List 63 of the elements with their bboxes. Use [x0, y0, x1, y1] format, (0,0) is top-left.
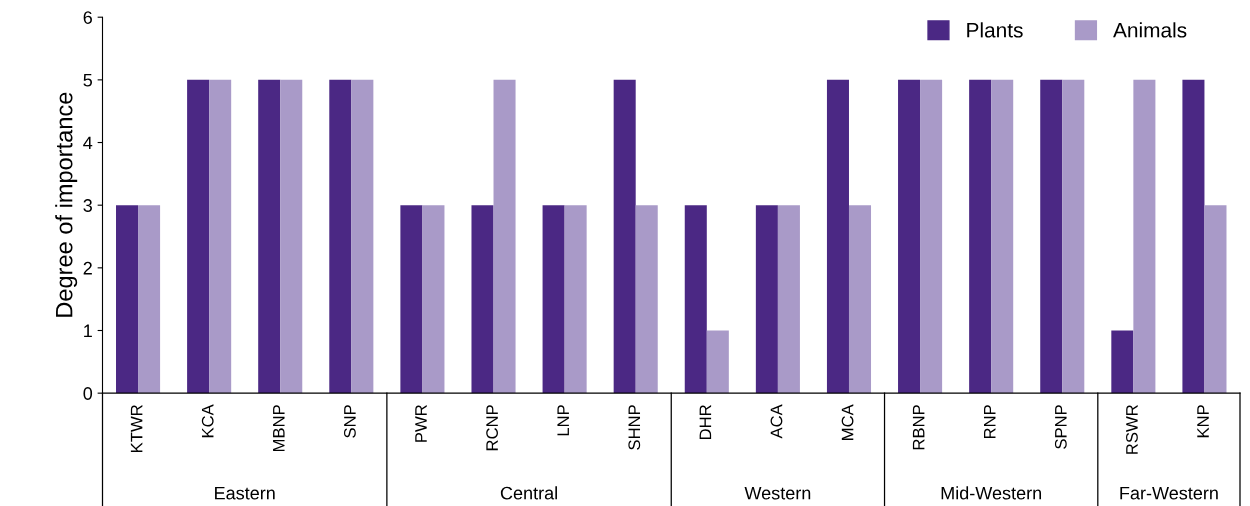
y-tick-label: 5 — [83, 73, 93, 87]
legend-label: Animals — [1113, 22, 1187, 38]
x-tick-label: RCNP — [486, 405, 498, 451]
y-tick-label: 3 — [83, 199, 92, 212]
bar — [280, 79, 303, 394]
bar — [258, 79, 281, 394]
legend-label: Plants — [967, 22, 1023, 38]
bar — [138, 205, 161, 394]
bar — [898, 79, 921, 394]
bar — [1040, 79, 1063, 394]
bar — [1062, 79, 1085, 394]
x-tick-label: DHR — [699, 405, 712, 440]
bar — [635, 205, 658, 394]
x-tick-label: RBNP — [912, 405, 925, 450]
bar — [1133, 79, 1156, 394]
bar — [969, 79, 992, 394]
bar — [564, 205, 587, 394]
text: Central — [500, 486, 557, 500]
bar — [422, 205, 445, 394]
text: Western — [744, 486, 811, 500]
bar — [471, 205, 494, 394]
bar — [187, 79, 210, 394]
y-tick-label: 1 — [84, 324, 92, 338]
x-tick-label: KCA — [201, 404, 214, 438]
y-tick-label: 4 — [83, 136, 93, 150]
bar — [920, 79, 943, 394]
bar — [400, 205, 423, 394]
bar — [351, 79, 374, 394]
bar — [1111, 330, 1134, 394]
x-tick-label: MCA — [841, 404, 854, 440]
bar — [777, 205, 800, 394]
x-tick-label: ACA — [770, 404, 783, 439]
y-tick-label: 2 — [83, 261, 92, 275]
x-tick-label: SPNP — [1054, 405, 1067, 449]
bar — [613, 79, 636, 394]
bar — [542, 205, 565, 394]
text: Eastern — [215, 486, 275, 500]
x-tick-label: RSWR — [1126, 405, 1138, 454]
y-axis-title: Degree of importance — [55, 92, 78, 317]
bar — [706, 330, 729, 394]
bar — [329, 79, 352, 394]
x-tick-label: LNP — [557, 405, 569, 436]
bar — [684, 205, 707, 394]
bar — [493, 79, 516, 394]
bar — [1182, 79, 1205, 394]
x-tick-label: PWR — [415, 405, 427, 442]
x-tick-label: SHNP — [628, 405, 641, 450]
bar — [209, 79, 232, 394]
bar — [826, 79, 849, 394]
x-tick-label: RNP — [984, 405, 996, 439]
y-tick-label: 0 — [83, 387, 93, 400]
x-tick-label: KNP — [1197, 405, 1209, 438]
x-tick-label: SNP — [344, 405, 356, 438]
x-tick-label: MBNP — [273, 405, 285, 452]
bar — [848, 205, 872, 394]
text: Mid-Western — [941, 486, 1042, 500]
bar — [991, 79, 1014, 394]
x-tick-label: KTWR — [130, 405, 143, 452]
y-tick-label: 6 — [83, 11, 92, 24]
bar — [755, 205, 778, 394]
text: Far-Western — [1120, 486, 1218, 500]
bar — [1204, 205, 1227, 394]
bar — [116, 205, 139, 394]
